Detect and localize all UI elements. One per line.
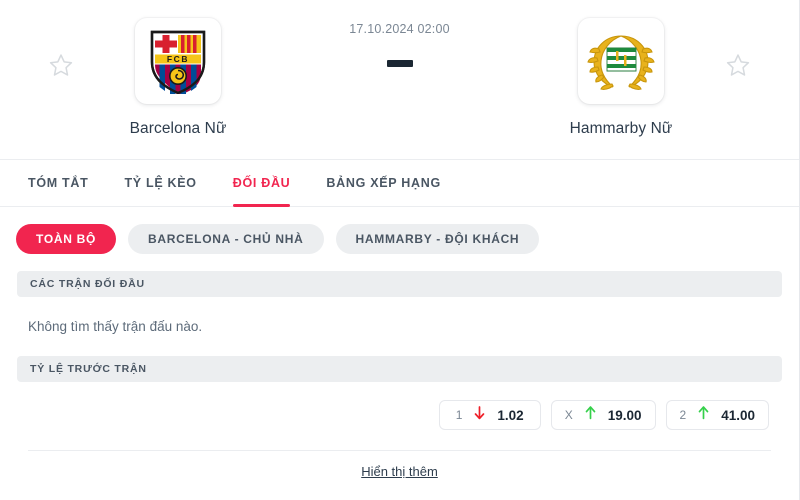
match-header: FCB Barcelona Nữ 17.10.2024 02:00: [0, 0, 799, 160]
odds-key-2: 2: [679, 408, 687, 422]
odds-box-home[interactable]: 1 1.02: [438, 400, 541, 430]
tab-ty-le-keo[interactable]: TỶ LỆ KÈO: [124, 176, 197, 190]
h2h-section-header: CÁC TRẬN ĐỐI ĐẦU: [17, 271, 782, 297]
odds-value-1: 1.02: [497, 407, 524, 423]
star-outline-icon: [725, 52, 751, 78]
home-team[interactable]: FCB Barcelona Nữ: [78, 0, 278, 138]
filter-barcelona-home[interactable]: BARCELONA - CHỦ NHÀ: [128, 224, 324, 254]
odds-box-draw[interactable]: X 19.00: [550, 400, 656, 430]
filter-hammarby-away[interactable]: HAMMARBY - ĐỘI KHÁCH: [335, 224, 540, 254]
odds-box-away[interactable]: 2 41.00: [665, 400, 769, 430]
away-team-crest: [578, 18, 664, 104]
show-more-link[interactable]: Hiển thị thêm: [361, 464, 438, 479]
score-placeholder-dash: [386, 60, 413, 67]
barcelona-crest: FCB: [147, 28, 209, 94]
match-center-info: 17.10.2024 02:00: [278, 0, 521, 67]
svg-text:FCB: FCB: [167, 54, 189, 64]
favorite-away-button[interactable]: [721, 48, 755, 82]
arrow-up-icon: [584, 405, 597, 426]
favorite-home-button[interactable]: [44, 48, 78, 82]
arrow-down-icon: [473, 405, 486, 426]
tab-tom-tat[interactable]: TÓM TẮT: [28, 176, 89, 190]
odds-key-1: 1: [455, 408, 463, 422]
show-more-wrapper: Hiển thị thêm: [0, 451, 799, 479]
filter-toan-bo[interactable]: TOÀN BỘ: [16, 224, 117, 254]
star-outline-icon: [48, 52, 74, 78]
home-team-name: Barcelona Nữ: [129, 120, 227, 137]
away-team[interactable]: Hammarby Nữ: [521, 0, 721, 138]
arrow-up-icon: [697, 405, 710, 426]
odds-key-x: X: [564, 408, 573, 422]
match-tabs: TÓM TẮT TỶ LỆ KÈO ĐỐI ĐẦU BẢNG XẾP HẠNG: [0, 160, 799, 207]
prematch-odds-section-header: TỶ LỆ TRƯỚC TRẬN: [17, 356, 782, 382]
odds-value-2: 41.00: [721, 407, 755, 423]
kickoff-time: 17.10.2024 02:00: [349, 22, 450, 36]
home-team-crest: FCB: [135, 18, 221, 104]
away-team-name: Hammarby Nữ: [569, 120, 673, 137]
hammarby-crest: [587, 29, 655, 93]
odds-value-x: 19.00: [607, 407, 642, 423]
footer-divider: [28, 450, 771, 451]
h2h-filter-group: TOÀN BỘ BARCELONA - CHỦ NHÀ HAMMARBY - Đ…: [0, 207, 799, 254]
tab-doi-dau[interactable]: ĐỐI ĐẦU: [232, 160, 291, 207]
prematch-odds-row: 1 1.02 X 19.00 2: [0, 382, 799, 430]
tab-bang-xep-hang[interactable]: BẢNG XẾP HẠNG: [326, 176, 441, 190]
h2h-empty-message: Không tìm thấy trận đấu nào.: [28, 319, 203, 334]
